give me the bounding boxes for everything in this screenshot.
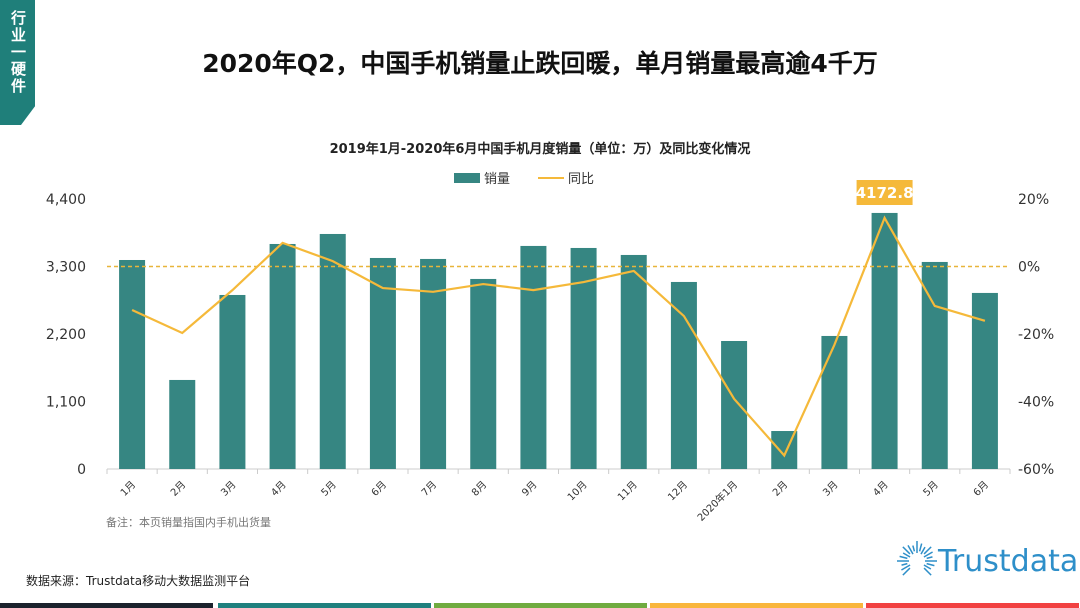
section-tag: 行业一硬件 xyxy=(0,0,35,125)
sun-ray xyxy=(902,552,911,558)
x-tick-label: 5月 xyxy=(319,479,339,499)
chart-title: 2019年1月-2020年6月中国手机月度销量（单位：万）及同比变化情况 xyxy=(329,142,751,157)
page-title: 2020年Q2，中国手机销量止跌回暖，单月销量最高逾4千万 xyxy=(202,49,878,78)
left-tick-label: 1,100 xyxy=(46,395,86,411)
sun-ray xyxy=(902,546,911,555)
x-tick-label: 4月 xyxy=(871,479,891,499)
footer-color-strip xyxy=(218,603,431,608)
sun-ray xyxy=(923,546,932,555)
x-tick-label: 10月 xyxy=(565,479,590,504)
trustdata-logo: Trustdata xyxy=(892,536,1078,586)
sun-ray xyxy=(901,564,911,571)
annotation-label: 4172.8 xyxy=(856,184,914,202)
legend: 销量 同比 xyxy=(454,168,594,187)
footer-color-strip xyxy=(0,603,213,608)
x-tick-label: 11月 xyxy=(615,479,640,504)
legend-item-yoy: 同比 xyxy=(538,168,594,187)
x-tick-label: 9月 xyxy=(519,479,539,499)
sun-ray xyxy=(899,555,908,560)
bar xyxy=(369,257,396,469)
x-tick-label: 6月 xyxy=(971,479,991,499)
bar xyxy=(821,335,848,469)
bar xyxy=(570,247,597,469)
chart-note: 备注：本页销量指国内手机出货量 xyxy=(106,516,271,529)
sun-ray xyxy=(926,556,933,560)
bar xyxy=(269,243,296,469)
x-tick-label: 3月 xyxy=(820,479,840,499)
bar xyxy=(670,281,697,469)
x-tick-label: 3月 xyxy=(218,479,238,499)
sun-ray xyxy=(920,546,926,555)
footer-color-strip xyxy=(650,603,863,608)
sun-ray xyxy=(926,562,935,567)
sun-ray xyxy=(923,551,933,558)
x-tick-label: 8月 xyxy=(469,479,489,499)
x-tick-label: 1月 xyxy=(118,479,138,499)
right-tick-label: -40% xyxy=(1018,395,1054,411)
sun-ray xyxy=(918,543,923,552)
legend-swatch-bar xyxy=(454,172,480,183)
x-tick-label: 2月 xyxy=(770,479,790,499)
x-tick-label: 4月 xyxy=(269,479,289,499)
x-tick-label: 12月 xyxy=(665,479,690,504)
bar xyxy=(470,278,497,469)
bar xyxy=(420,258,447,469)
sunburst-icon xyxy=(897,541,937,576)
left-tick-label: 2,200 xyxy=(46,327,86,343)
x-tick-label: 6月 xyxy=(369,479,389,499)
bar xyxy=(971,292,998,469)
x-tick-label: 2020年1月 xyxy=(694,478,740,524)
bar xyxy=(871,212,898,469)
right-tick-label: 20% xyxy=(1018,192,1049,208)
legend-item-sales: 销量 xyxy=(454,168,510,187)
annotation-box xyxy=(856,180,913,205)
footer-color-strip xyxy=(434,603,647,608)
x-tick-label: 7月 xyxy=(419,479,439,499)
bar xyxy=(169,379,196,469)
data-source: 数据来源：Trustdata移动大数据监测平台 xyxy=(26,574,251,588)
bar xyxy=(921,261,948,469)
bar xyxy=(319,233,346,469)
legend-swatch-line xyxy=(538,176,565,179)
bar xyxy=(520,245,547,469)
sun-ray xyxy=(923,564,932,570)
sun-ray xyxy=(901,562,908,566)
left-tick-label: 0 xyxy=(77,462,86,478)
right-tick-label: 0% xyxy=(1018,260,1040,276)
left-tick-label: 3,300 xyxy=(46,260,86,276)
x-tick-label: 5月 xyxy=(921,479,941,499)
bar xyxy=(119,259,146,469)
x-tick-label: 2月 xyxy=(168,479,188,499)
bar xyxy=(219,294,246,469)
bar xyxy=(620,254,647,469)
footer-color-strip xyxy=(866,603,1079,608)
yoy-line xyxy=(131,215,986,458)
sun-ray xyxy=(907,545,914,555)
sun-ray xyxy=(902,567,911,576)
sun-ray xyxy=(923,567,932,576)
right-tick-label: -60% xyxy=(1018,462,1054,478)
bar xyxy=(721,340,748,469)
sun-ray xyxy=(912,545,916,552)
logo-text: Trustdata xyxy=(938,543,1079,579)
left-tick-label: 4,400 xyxy=(46,192,86,208)
right-tick-label: -20% xyxy=(1018,327,1054,343)
